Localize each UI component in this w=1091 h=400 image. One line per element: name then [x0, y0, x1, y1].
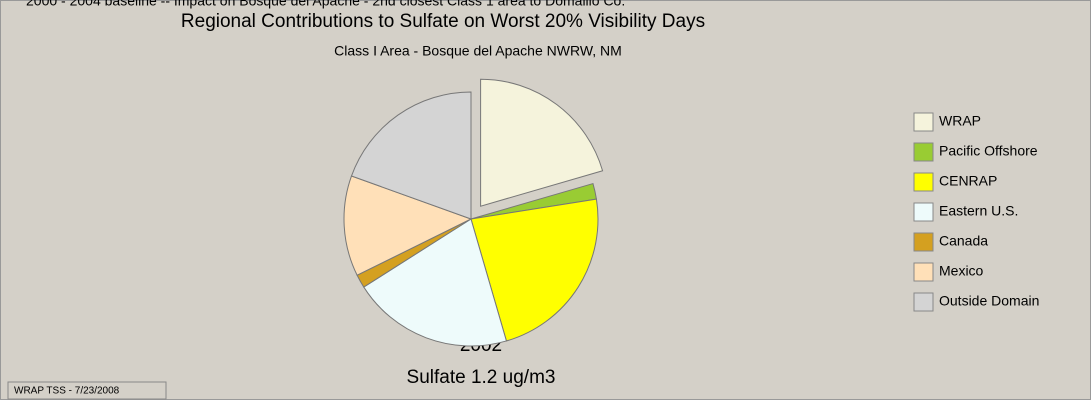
footer-box — [7, 381, 167, 400]
legend-swatch — [913, 172, 934, 192]
pie-slice — [343, 175, 473, 276]
legend-swatch — [913, 262, 934, 282]
chart-title: Regional Contributions to Sulfate on Wor… — [181, 11, 705, 32]
header: 2000 - 2004 baseline -- Impact on Bosque… — [26, 0, 625, 9]
legend-label: CENRAP — [939, 173, 997, 189]
annotation: Sulfate 1.2 ug/m3 — [407, 367, 556, 388]
legend-swatch — [913, 112, 934, 132]
chart-subtitle: Class I Area - Bosque del Apache NWRW, N… — [334, 43, 622, 59]
pie-slice — [480, 78, 604, 207]
legend-label: Mexico — [939, 263, 984, 279]
legend-label: Outside Domain — [939, 293, 1039, 309]
legend-swatch — [913, 202, 934, 222]
legend-swatch — [913, 232, 934, 252]
pie-slice — [363, 218, 508, 347]
legend-swatch — [913, 142, 934, 162]
legend-label: WRAP — [939, 113, 981, 129]
legend-label: Eastern U.S. — [939, 203, 1018, 219]
pie-slice — [350, 91, 472, 220]
legend-label: Pacific Offshore — [939, 143, 1038, 159]
legend-label: Canada — [939, 233, 988, 249]
footer: WRAP TSS - 7/23/2008 — [14, 386, 120, 397]
legend-swatch — [913, 292, 934, 312]
pie-slice — [470, 198, 599, 342]
